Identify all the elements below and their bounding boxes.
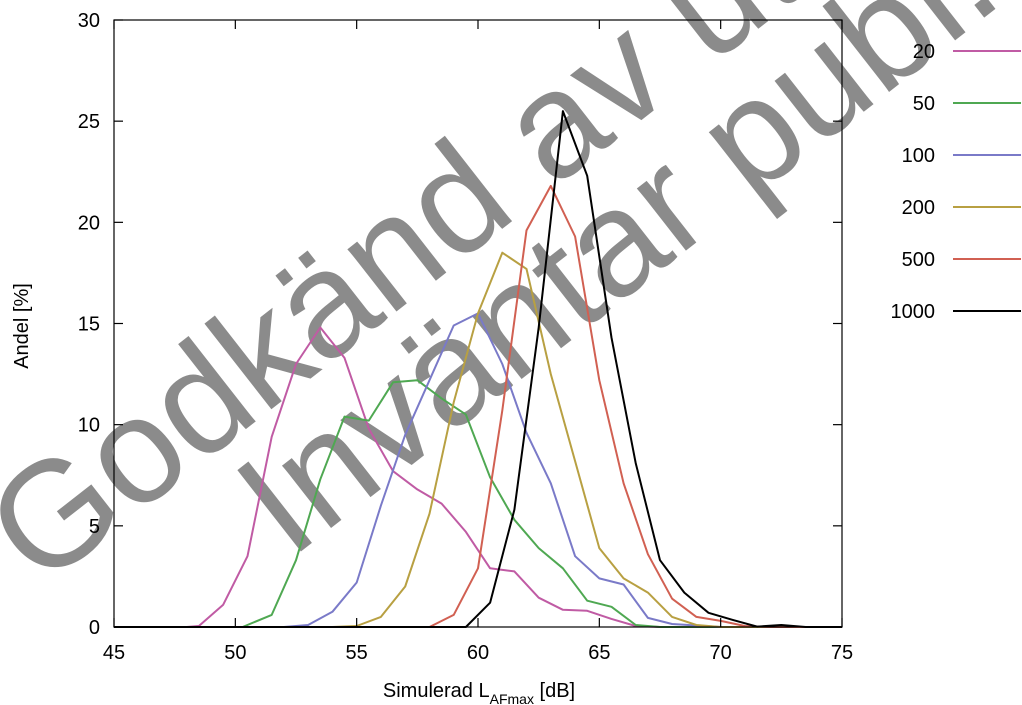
series-line-1000 <box>114 110 842 628</box>
x-tick-label: 75 <box>831 642 853 664</box>
axes-layer: 45 50 55 60 65 70 75 0 5 10 15 20 25 30 <box>78 10 853 664</box>
series-line-500 <box>114 184 842 628</box>
y-tick-label: 5 <box>89 516 100 538</box>
x-tick-label: 65 <box>588 642 610 664</box>
x-axis-label-subscript: AFmax <box>490 691 534 705</box>
x-tick-label: 50 <box>224 642 246 664</box>
x-tick-label: 70 <box>710 642 732 664</box>
legend-label-20: 20 <box>913 41 935 63</box>
y-axis-label: Andel [%] <box>11 283 33 369</box>
x-axis-label-unit: [dB] <box>534 680 575 702</box>
y-tick-label: 10 <box>78 415 100 437</box>
legend-label-500: 500 <box>902 249 935 271</box>
series-line-200 <box>114 251 842 628</box>
y-tick-label: 0 <box>89 617 100 639</box>
y-tick-label: 30 <box>78 10 100 32</box>
y-tick-label: 25 <box>78 111 100 133</box>
legend-label-100: 100 <box>902 145 935 167</box>
legend: 20 50 100 200 500 1000 <box>891 41 1021 323</box>
x-axis-label: Simulerad LAFmax [dB] <box>383 680 575 705</box>
legend-label-200: 200 <box>902 197 935 219</box>
y-tick-label: 15 <box>78 314 100 336</box>
legend-label-50: 50 <box>913 93 935 115</box>
x-tick-label: 45 <box>103 642 125 664</box>
y-tick-label: 20 <box>78 212 100 234</box>
x-axis-label-main: Simulerad L <box>383 680 490 702</box>
x-tick-label: 60 <box>467 642 489 664</box>
x-tick-label: 55 <box>346 642 368 664</box>
series-layer <box>114 110 842 628</box>
legend-label-1000: 1000 <box>891 301 936 323</box>
